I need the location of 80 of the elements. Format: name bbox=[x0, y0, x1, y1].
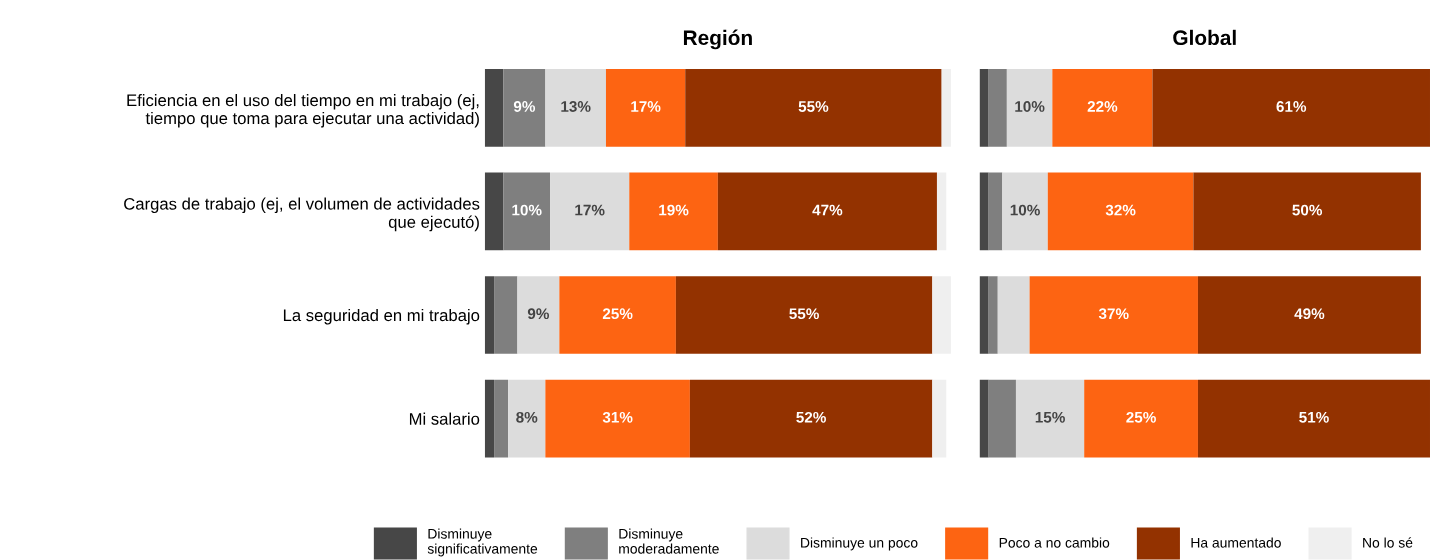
bar bbox=[689, 379, 933, 458]
data-label: 32% bbox=[1105, 204, 1136, 216]
y-tick-label: Cargas de trabajo (ej, el volumen de actividades que ejecutó) bbox=[124, 197, 480, 232]
bar bbox=[932, 276, 951, 354]
bar bbox=[484, 379, 495, 458]
data-label: 9% bbox=[527, 308, 550, 320]
data-label: 10% bbox=[512, 204, 542, 216]
bar bbox=[685, 68, 942, 147]
bar bbox=[1002, 172, 1048, 251]
bar bbox=[484, 172, 504, 251]
bar bbox=[936, 172, 947, 251]
data-label: 47% bbox=[812, 204, 843, 216]
legend-label: No lo sé bbox=[1363, 537, 1413, 548]
y-tick-label: Mi salario bbox=[409, 412, 480, 425]
bar bbox=[1152, 68, 1430, 147]
bar bbox=[494, 276, 518, 354]
bar bbox=[1015, 379, 1085, 458]
bar bbox=[1047, 172, 1194, 251]
data-label: 52% bbox=[796, 411, 826, 423]
chart-title: Región bbox=[683, 29, 752, 50]
bar bbox=[1084, 379, 1198, 458]
bar bbox=[605, 68, 686, 147]
data-label: 17% bbox=[575, 204, 605, 216]
legend-label: Poco a no cambio bbox=[999, 537, 1110, 548]
bar bbox=[1052, 68, 1153, 147]
bar bbox=[1029, 276, 1198, 354]
bar bbox=[517, 276, 560, 354]
bar bbox=[503, 172, 551, 251]
bar bbox=[997, 276, 1030, 354]
legend-label: Disminuye un poco bbox=[801, 537, 918, 551]
bar bbox=[484, 68, 504, 147]
bar bbox=[1006, 68, 1053, 147]
bar bbox=[988, 172, 1003, 251]
data-label: 25% bbox=[1126, 411, 1156, 423]
bar bbox=[545, 379, 690, 458]
data-label: 19% bbox=[659, 204, 689, 216]
data-label: 9% bbox=[513, 101, 536, 112]
legend-label: Disminuye moderadamente bbox=[619, 528, 719, 554]
bar bbox=[932, 379, 947, 458]
bar bbox=[545, 68, 606, 147]
bar bbox=[1197, 379, 1430, 458]
data-label: 15% bbox=[1035, 411, 1065, 423]
legend-label: Ha aumentado bbox=[1191, 537, 1281, 548]
bar bbox=[988, 276, 998, 354]
bar bbox=[988, 68, 1007, 147]
bar bbox=[675, 276, 933, 354]
y-tick-label: Eficiencia en el uso del tiempo en mi trabajo (ej, tiempo que toma para ejecutar una actividad) bbox=[127, 93, 479, 128]
data-label: 50% bbox=[1292, 204, 1323, 216]
data-label: 10% bbox=[1010, 204, 1040, 216]
data-label: 22% bbox=[1087, 101, 1118, 112]
data-label: 25% bbox=[602, 308, 633, 320]
bar bbox=[1193, 172, 1421, 251]
data-label: 13% bbox=[561, 101, 591, 112]
data-label: 17% bbox=[631, 101, 661, 112]
bar bbox=[550, 172, 630, 251]
bar bbox=[979, 68, 989, 147]
bar bbox=[979, 276, 989, 354]
data-label: 10% bbox=[1015, 101, 1045, 112]
bar bbox=[988, 379, 1016, 458]
bar bbox=[979, 379, 989, 458]
chart-title: Global bbox=[1173, 29, 1236, 46]
bar bbox=[1197, 276, 1421, 354]
data-label: 55% bbox=[798, 101, 829, 112]
data-label: 61% bbox=[1276, 101, 1307, 112]
bar bbox=[629, 172, 718, 251]
bar bbox=[494, 379, 509, 458]
data-label: 51% bbox=[1299, 411, 1329, 423]
bar bbox=[717, 172, 937, 251]
y-tick-label: La seguridad en mi trabajo bbox=[283, 308, 480, 325]
data-label: 49% bbox=[1294, 308, 1325, 320]
bar bbox=[508, 379, 546, 458]
bar bbox=[484, 276, 495, 354]
data-label: 31% bbox=[602, 411, 633, 423]
bar bbox=[979, 172, 989, 251]
data-label: 37% bbox=[1098, 308, 1129, 320]
bar bbox=[503, 68, 546, 147]
data-label: 55% bbox=[789, 308, 819, 320]
bar bbox=[559, 276, 676, 354]
data-label: 8% bbox=[516, 411, 538, 423]
legend-label: Disminuye significativamente bbox=[427, 528, 538, 557]
